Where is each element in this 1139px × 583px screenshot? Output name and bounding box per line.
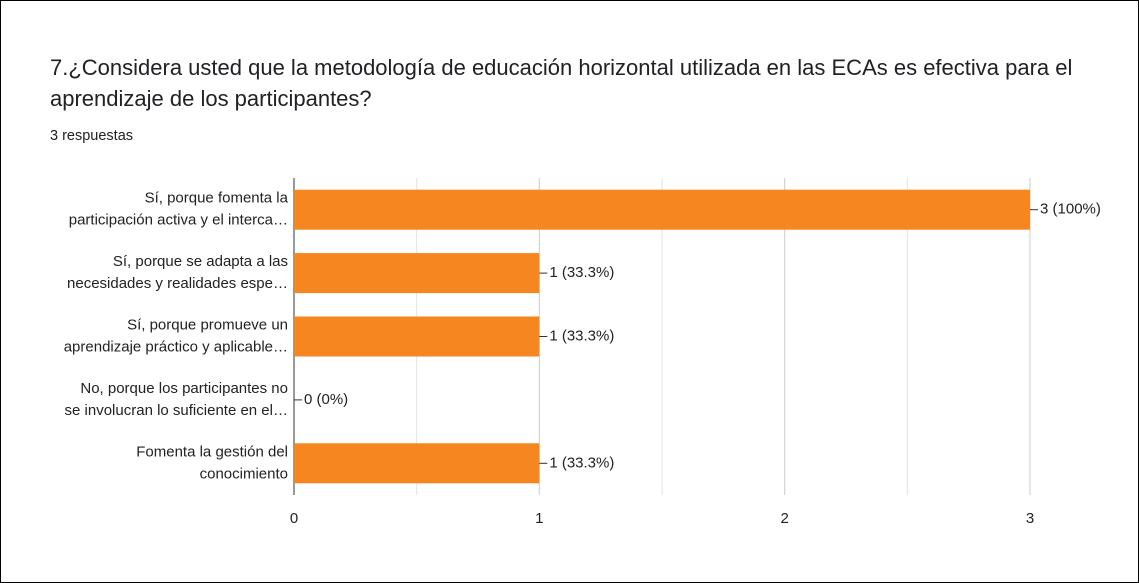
y-tick-label: Fomenta la gestión del (136, 443, 288, 460)
x-tick-label: 3 (1026, 510, 1034, 527)
y-tick-label: participación activa y el interca… (69, 212, 288, 229)
value-label: 3 (100%) (1040, 201, 1101, 218)
chart-subtitle: 3 respuestas (50, 128, 134, 144)
x-tick-label: 0 (290, 510, 298, 527)
bar (294, 253, 540, 294)
value-label: 1 (33.3%) (549, 264, 614, 281)
chart-title: 7.¿Considera usted que la metodología de… (50, 55, 1073, 111)
y-tick-label: Sí, porque fomenta la (145, 190, 289, 207)
value-label: 1 (33.3%) (549, 454, 614, 471)
value-label: 0 (0%) (304, 391, 348, 408)
x-tick-label: 2 (780, 510, 788, 527)
bar (294, 316, 540, 357)
x-tick-label: 1 (535, 510, 543, 527)
y-tick-label: Sí, porque se adapta a las (113, 253, 288, 270)
y-tick-label: se involucran lo suficiente en el… (65, 402, 288, 419)
value-label: 1 (33.3%) (549, 327, 614, 344)
bar (294, 443, 540, 484)
y-tick-label: No, porque los participantes no (80, 380, 288, 397)
y-tick-label: conocimiento (200, 465, 288, 482)
y-tick-label: necesidades y realidades espe… (67, 275, 288, 292)
y-tick-label: Sí, porque promueve un (127, 316, 288, 333)
bar (294, 189, 1030, 230)
y-tick-label: aprendizaje práctico y aplicable… (64, 338, 288, 355)
